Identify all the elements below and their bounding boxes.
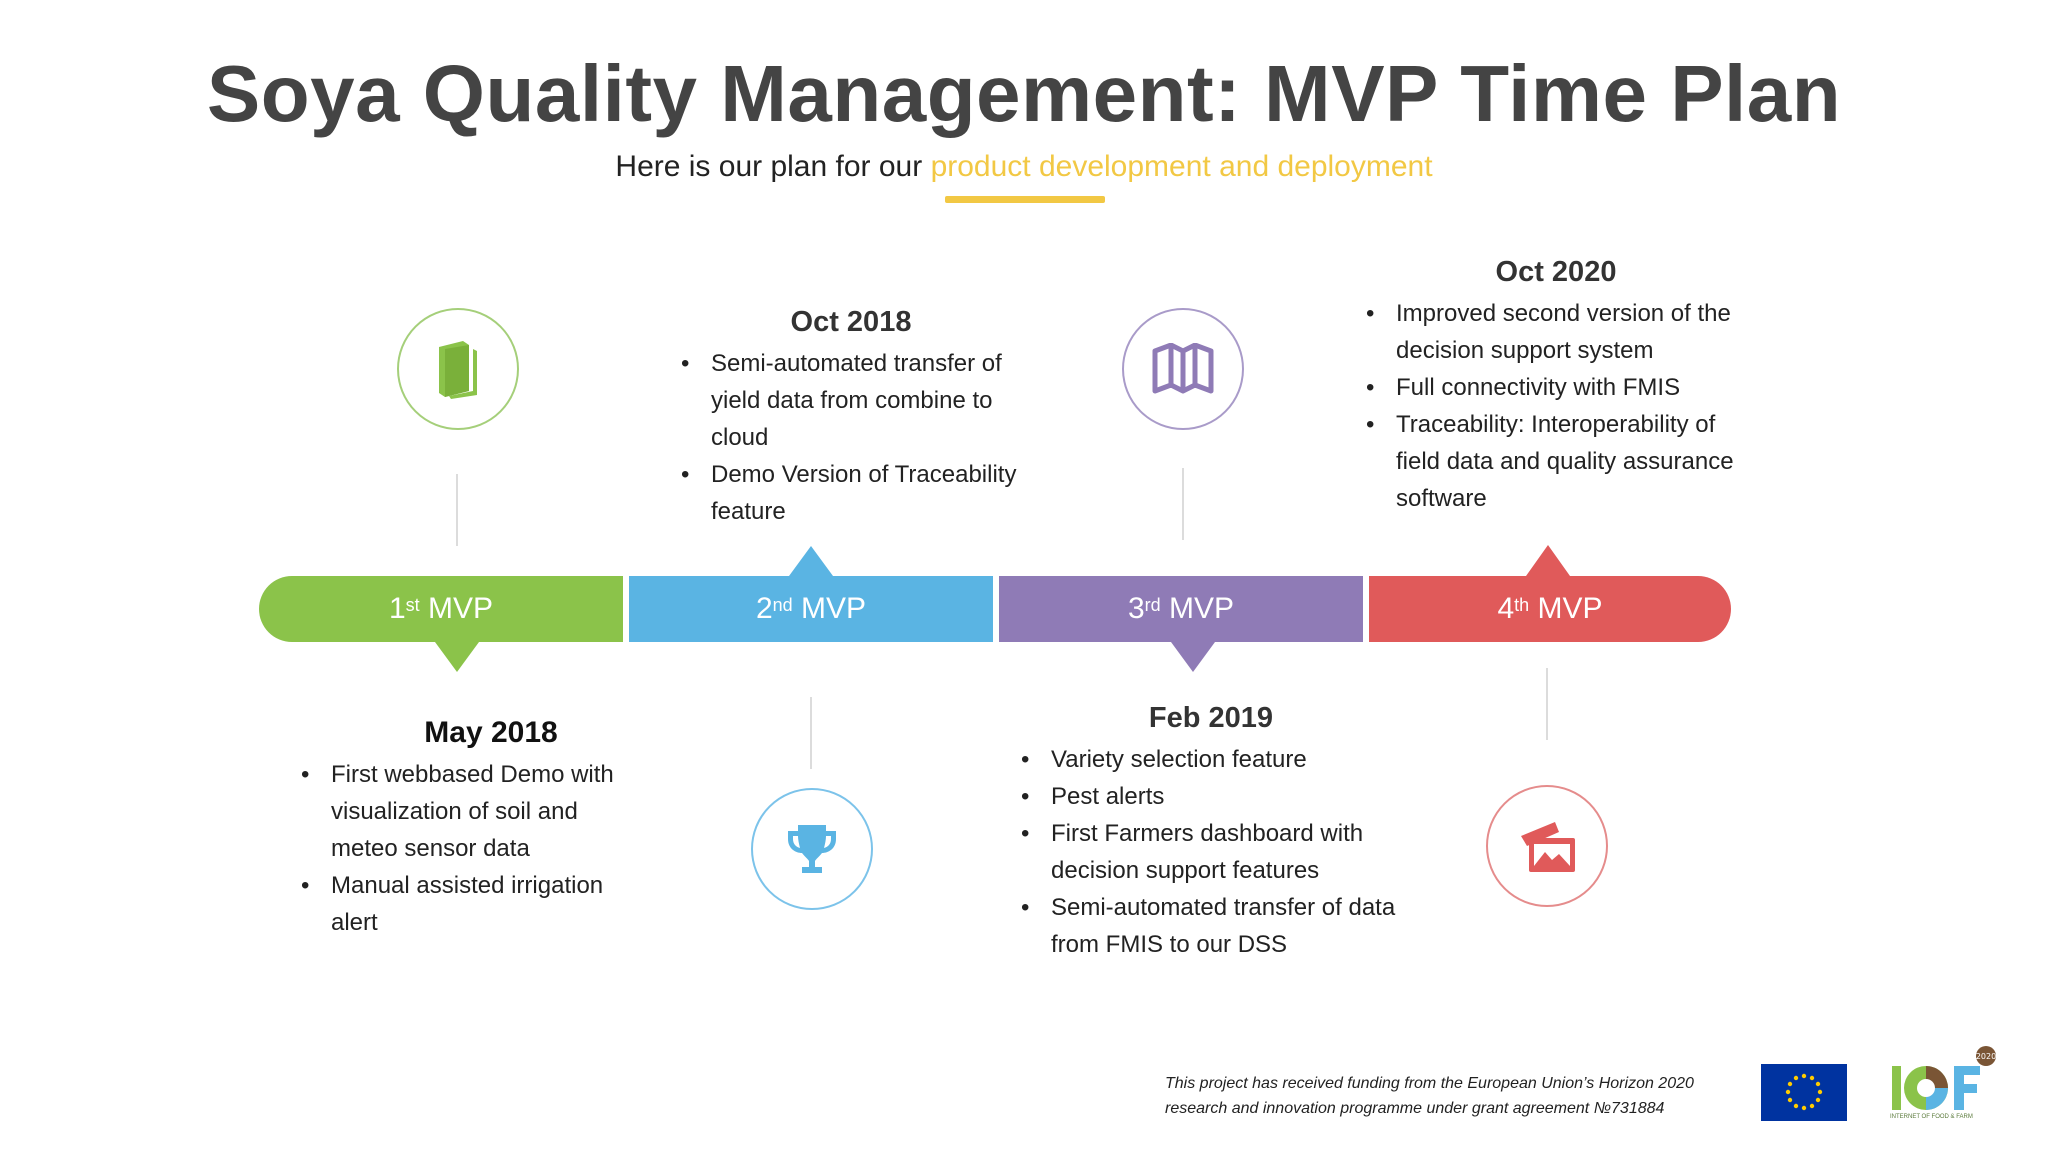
- mvp3-suffix: rd: [1144, 594, 1161, 615]
- connector-line-3: [1182, 468, 1184, 540]
- mvp3-icon-circle: [1122, 308, 1244, 430]
- mvp2-pointer: [789, 546, 833, 576]
- milestone-item: Manual assisted irrigation alert: [301, 867, 651, 941]
- subtitle: Here is our plan for our product develop…: [0, 150, 2048, 184]
- milestone-date-4: Oct 2020: [1495, 256, 1617, 288]
- mvp4-icon-circle: [1486, 785, 1608, 907]
- milestone-block-1: May 2018 First webbased Demo with visual…: [301, 716, 651, 941]
- milestone-item: Full connectivity with FMIS: [1366, 369, 1746, 406]
- milestone-item: Pest alerts: [1021, 778, 1401, 815]
- subtitle-prefix: Here is our plan for our: [615, 150, 931, 183]
- milestone-item: First webbased Demo with visualization o…: [301, 756, 651, 867]
- mvp3-pointer: [1171, 642, 1215, 672]
- mvp1-suffix: st: [405, 594, 420, 615]
- mvp2-number: 2: [755, 592, 773, 625]
- milestone-date-3: Feb 2019: [1148, 702, 1274, 734]
- iof-logo: 2020: [1892, 1046, 1996, 1110]
- milestone-item: Variety selection feature: [1021, 741, 1401, 778]
- milestone-date-1: May 2018: [424, 716, 558, 749]
- mvp1-number: 1: [388, 592, 406, 625]
- mvp2-suffix: nd: [772, 594, 793, 615]
- map-icon: [1152, 343, 1214, 394]
- milestone-item: Improved second version of the decision …: [1366, 295, 1746, 369]
- funding-line-1: This project has received funding from t…: [1165, 1075, 1694, 1092]
- milestone-date-2: Oct 2018: [790, 306, 912, 338]
- subtitle-underline: [945, 196, 1105, 203]
- subtitle-highlight: product development and deployment: [930, 150, 1433, 183]
- funding-note: This project has received funding from t…: [1165, 1071, 1765, 1121]
- iof-logo-caption: INTERNET OF FOOD & FARM: [1890, 1114, 1973, 1120]
- milestone-block-4: Oct 2020 Improved second version of the …: [1366, 256, 1746, 517]
- mvp3-label: MVP: [1169, 592, 1235, 625]
- mvp2-icon-circle: [751, 788, 873, 910]
- photos-icon: [1521, 822, 1575, 872]
- mvp1-label: MVP: [428, 592, 494, 625]
- eu-flag-icon: [1761, 1064, 1847, 1121]
- mvp2-label: MVP: [801, 592, 867, 625]
- milestone-item: Semi-automated transfer of yield data fr…: [681, 345, 1021, 456]
- milestone-item: Traceability: Interoperability of field …: [1366, 406, 1746, 517]
- funding-line-2: research and innovation programme under …: [1165, 1100, 1665, 1117]
- milestone-block-3: Feb 2019 Variety selection feature Pest …: [1021, 702, 1401, 963]
- page-title: Soya Quality Management: MVP Time Plan: [206, 49, 1842, 138]
- book-icon: [439, 341, 477, 399]
- mvp4-number: 4: [1497, 592, 1515, 625]
- mvp4-label: MVP: [1537, 592, 1603, 625]
- mvp4-suffix: th: [1514, 594, 1530, 615]
- mvp4-pointer: [1526, 545, 1570, 576]
- mvp3-number: 3: [1127, 592, 1145, 625]
- trophy-icon: [788, 825, 836, 873]
- connector-line-1: [456, 474, 458, 546]
- iof-badge: 2020: [1976, 1052, 1996, 1061]
- milestone-item: First Farmers dashboard with decision su…: [1021, 815, 1401, 889]
- mvp1-icon-circle: [397, 308, 519, 430]
- milestone-block-2: Oct 2018 Semi-automated transfer of yiel…: [681, 306, 1021, 530]
- milestone-item: Demo Version of Traceability feature: [681, 456, 1021, 530]
- connector-line-4: [1546, 668, 1548, 740]
- connector-line-2: [810, 697, 812, 769]
- milestone-item: Semi-automated transfer of data from FMI…: [1021, 889, 1401, 963]
- mvp1-pointer: [435, 642, 479, 672]
